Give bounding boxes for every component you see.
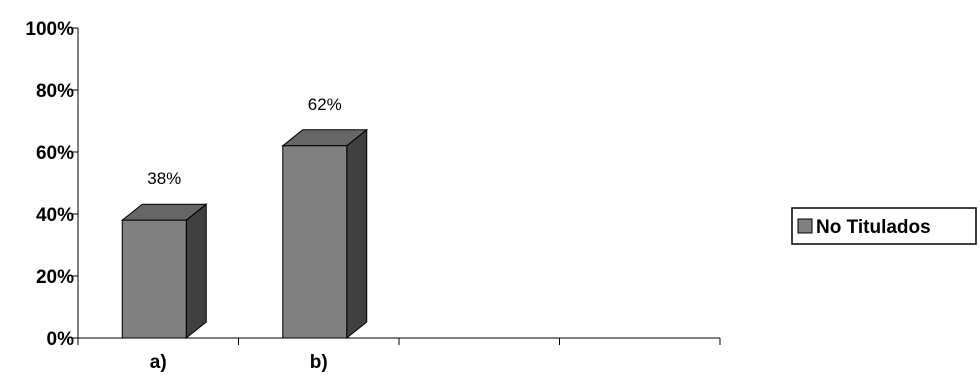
y-tick-label: 60% xyxy=(36,143,74,164)
y-tick-label: 0% xyxy=(47,329,75,350)
bar xyxy=(120,203,208,340)
y-tick-label: 40% xyxy=(36,205,74,226)
data-label: 62% xyxy=(308,95,342,114)
bar-side-face xyxy=(346,128,368,340)
legend-box xyxy=(791,207,977,245)
y-tick-label: 100% xyxy=(25,19,74,40)
data-label: 38% xyxy=(147,169,181,188)
legend: No Titulados xyxy=(791,207,977,245)
y-tick-label: 20% xyxy=(36,267,74,288)
x-tick-label: a) xyxy=(150,352,167,373)
legend-swatch xyxy=(797,218,813,234)
bar-front-face xyxy=(282,145,348,339)
bar-front-face xyxy=(121,219,187,339)
legend-label: No Titulados xyxy=(816,217,931,238)
x-tick-label: b) xyxy=(310,352,328,373)
data-labels: 38% 62% xyxy=(147,95,342,188)
bars xyxy=(120,128,369,340)
y-tick-label: 80% xyxy=(36,81,74,102)
bar-side-face xyxy=(185,203,207,340)
bar xyxy=(281,128,369,340)
axes: 0% 20% 40% 60% 80% 100% a) b) xyxy=(25,19,721,373)
